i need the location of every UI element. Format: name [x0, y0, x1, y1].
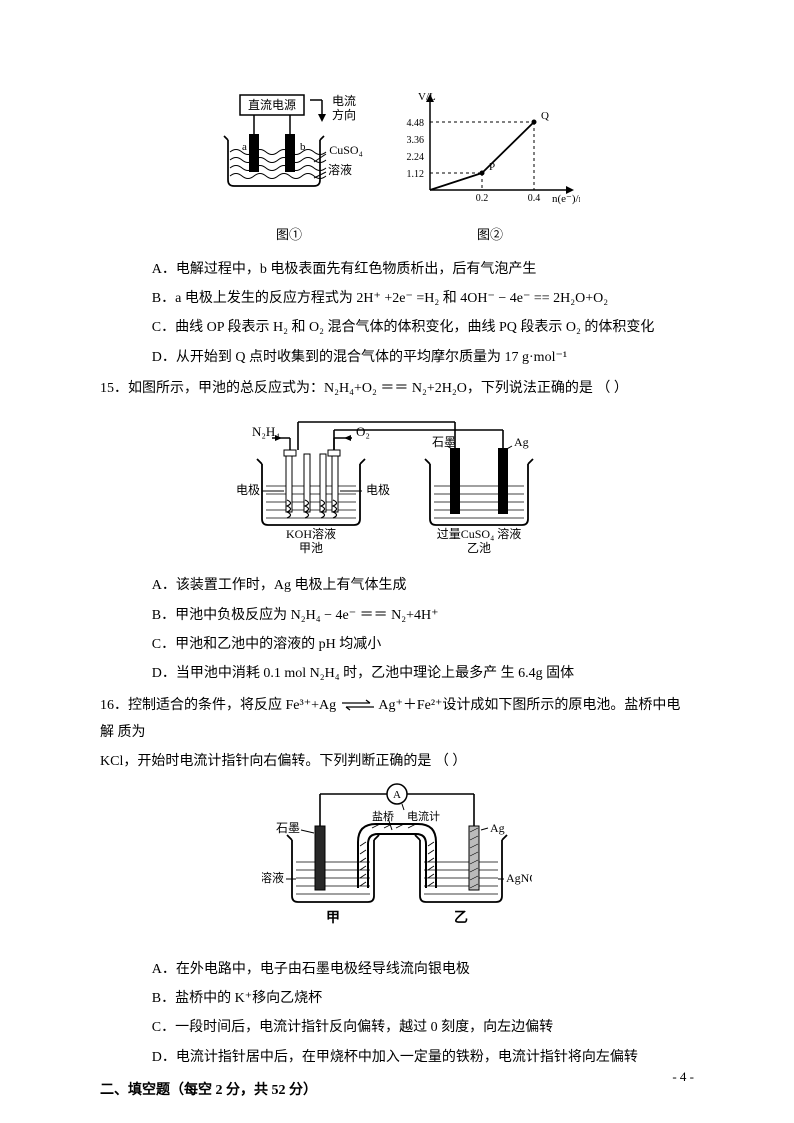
- svg-text:甲池: 甲池: [299, 541, 323, 554]
- dc-label: 直流电源: [248, 98, 296, 112]
- svg-text:0.2: 0.2: [476, 193, 489, 204]
- svg-text:O₂: O₂: [356, 424, 370, 439]
- q15-opt-d: D．当甲池中消耗 0.1 mol N₂H₄ 时，乙池中理论上最多产 生 6.4g…: [100, 660, 694, 687]
- svg-text:方向: 方向: [332, 107, 356, 122]
- q14-opt-b: B．a 电极上发生的反应方程式为 2H⁺ +2e⁻ =H₂ 和 4OH⁻ − 4…: [100, 285, 694, 312]
- svg-text:2.24: 2.24: [407, 152, 425, 163]
- q14-opt-a: A．电解过程中，b 电极表面先有红色物质析出，后有气泡产生: [100, 256, 694, 283]
- svg-text:a: a: [242, 141, 247, 153]
- figure-q16: A 盐桥 电流计 石墨 FeCl₃溶液 甲: [100, 778, 694, 948]
- svg-text:石墨: 石墨: [276, 821, 300, 835]
- q15-opt-a: A．该装置工作时，Ag 电极上有气体生成: [100, 572, 694, 599]
- svg-text:乙: 乙: [454, 910, 468, 926]
- q15-stem: 15．如图所示，甲池的总反应式为：N₂H₄+O₂ ＝＝ N₂+2H₂O，下列说法…: [100, 375, 694, 402]
- svg-text:甲: 甲: [326, 910, 340, 926]
- q16-opt-a: A．在外电路中，电子由石墨电极经导线流向银电极: [100, 956, 694, 983]
- svg-text:0.4: 0.4: [528, 193, 541, 204]
- q16-stem-1: 16．控制适合的条件，将反应 Fe³⁺+Ag Ag⁺＋Fe²⁺设计成如下图所示的…: [100, 692, 694, 747]
- figure-q15: N₂H₄ O₂ 电极 电极 KOH溶液 甲池 石墨 Ag: [100, 404, 694, 564]
- page-number: - 4 -: [672, 1064, 694, 1089]
- svg-text:P: P: [489, 161, 495, 173]
- q15-opt-b: B．甲池中负极反应为 N₂H₄ − 4e⁻ ＝＝ N₂+4H⁺: [100, 602, 694, 629]
- svg-text:3.36: 3.36: [407, 135, 425, 146]
- figure-1-caption: 图①: [214, 222, 364, 247]
- section-2-heading: 二、填空题（每空 2 分，共 52 分）: [100, 1077, 694, 1104]
- svg-text:AgNO₃ 溶液: AgNO₃ 溶液: [506, 870, 532, 885]
- svg-text:Q: Q: [541, 110, 549, 122]
- svg-text:盐桥: 盐桥: [372, 810, 394, 823]
- svg-text:KOH溶液: KOH溶液: [286, 526, 336, 541]
- q15-opt-c: C．甲池和乙池中的溶液的 pH 均减小: [100, 631, 694, 658]
- svg-text:电流计: 电流计: [407, 809, 440, 823]
- svg-text:N₂H₄: N₂H₄: [252, 424, 280, 439]
- svg-text:n(e⁻)/mol: n(e⁻)/mol: [552, 193, 580, 205]
- figure-1: 直流电源 电流 方向: [214, 92, 364, 248]
- q14-opt-c: C．曲线 OP 段表示 H₂ 和 O₂ 混合气体的体积变化，曲线 PQ 段表示 …: [100, 314, 694, 341]
- q16-opt-b: B．盐桥中的 K⁺移向乙烧杯: [100, 985, 694, 1012]
- svg-text:电流: 电流: [332, 94, 356, 108]
- svg-text:b: b: [300, 141, 306, 153]
- svg-text:Ag: Ag: [514, 435, 529, 449]
- q16-opt-c: C．一段时间后，电流计指针反向偏转，越过 0 刻度，向左边偏转: [100, 1014, 694, 1041]
- svg-text:A: A: [393, 789, 401, 801]
- svg-text:FeCl₃溶液: FeCl₃溶液: [262, 870, 284, 885]
- equilibrium-arrows-icon: [340, 699, 376, 711]
- svg-text:4.48: 4.48: [407, 118, 425, 129]
- svg-text:溶液: 溶液: [328, 162, 352, 177]
- svg-text:V/L: V/L: [418, 91, 436, 103]
- svg-text:CuSO₄: CuSO₄: [329, 143, 363, 157]
- svg-text:过量CuSO₄ 溶液: 过量CuSO₄ 溶液: [437, 526, 522, 541]
- q16-opt-d: D．电流计指针居中后，在甲烧杯中加入一定量的铁粉，电流计指针将向左偏转: [100, 1044, 694, 1071]
- figure-row-1: 直流电源 电流 方向: [100, 90, 694, 248]
- svg-text:电极: 电极: [236, 483, 260, 497]
- q16-stem-2: KCl，开始时电流计指针向右偏转。下列判断正确的是 （ ）: [100, 748, 694, 775]
- svg-text:乙池: 乙池: [467, 541, 491, 554]
- svg-text:石墨: 石墨: [432, 435, 456, 449]
- svg-text:Ag: Ag: [490, 821, 505, 835]
- figure-2-caption: 图②: [400, 222, 580, 247]
- svg-text:电极: 电极: [366, 483, 390, 497]
- figure-2: V/L n(e⁻)/mol 1.12 2.24 3.36 4.48 0.2 0.…: [400, 90, 580, 248]
- svg-text:1.12: 1.12: [407, 169, 425, 180]
- q14-opt-d: D．从开始到 Q 点时收集到的混合气体的平均摩尔质量为 17 g·mol⁻¹: [100, 344, 694, 371]
